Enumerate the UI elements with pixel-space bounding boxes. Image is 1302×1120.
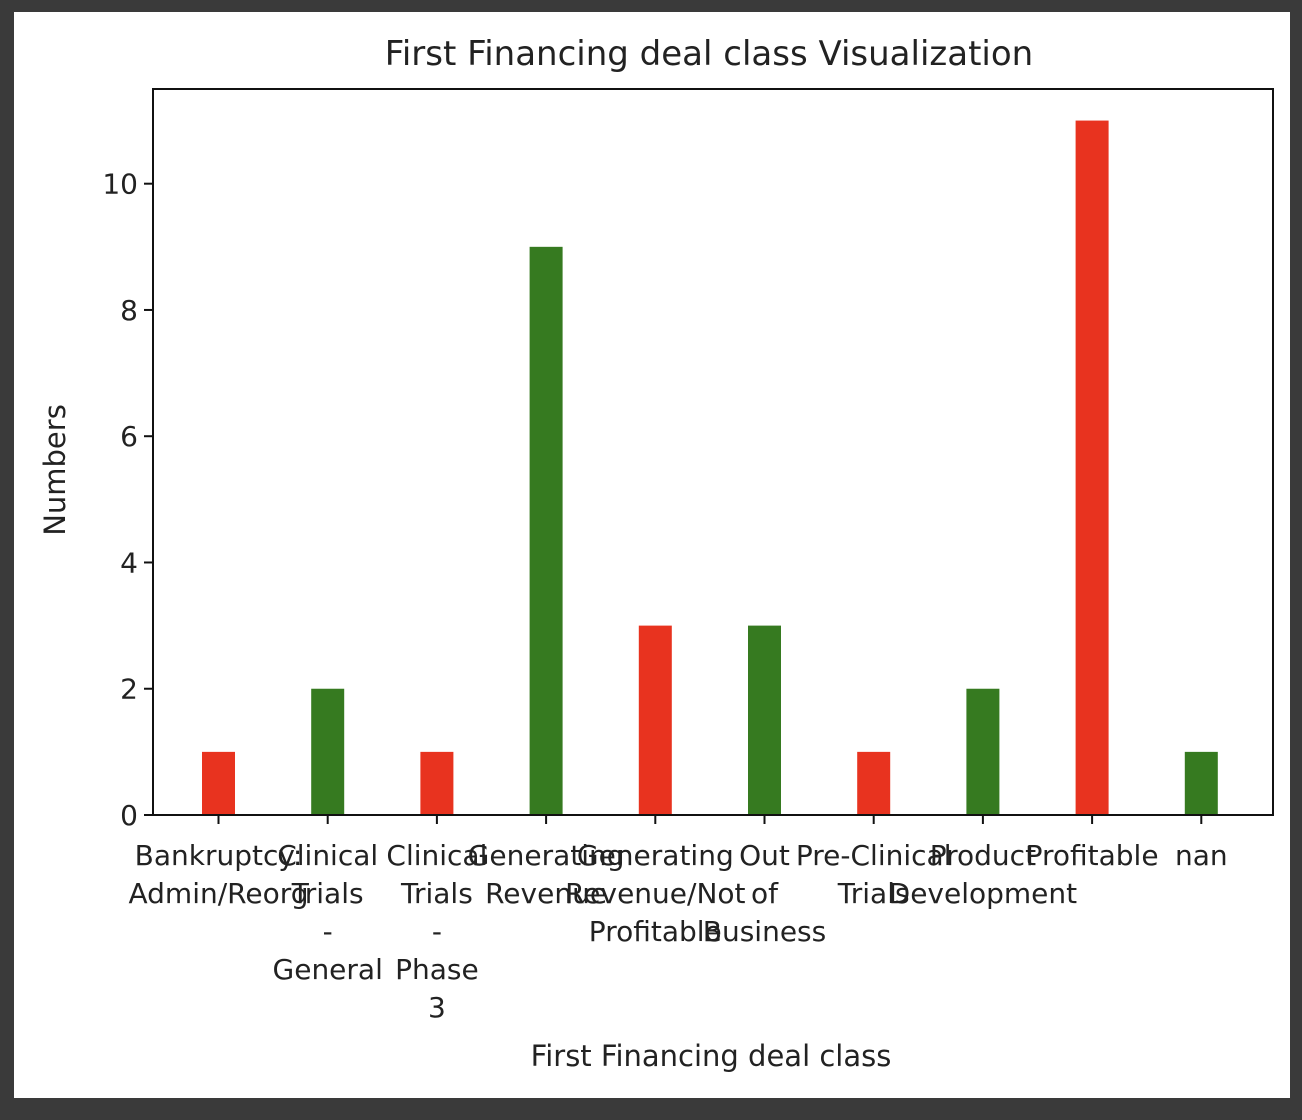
x-tick-label-6: Pre-Clinical Trials <box>796 839 952 910</box>
bar-4 <box>638 625 672 815</box>
x-tick-label-5: Out of Business <box>703 839 826 948</box>
bar-3 <box>529 246 563 816</box>
y-tick-label-3: 6 <box>120 420 138 453</box>
bar-0 <box>202 751 235 815</box>
plot-border <box>152 88 1274 816</box>
bar-7 <box>966 688 1000 815</box>
bar-5 <box>748 625 781 815</box>
y-axis-title: Numbers <box>38 404 72 536</box>
y-tick-label-4: 8 <box>120 294 138 327</box>
x-tick-label-1: Clinical Trials -General <box>273 839 383 986</box>
chart-title: First Financing deal class Visualization <box>385 34 1033 74</box>
bar-8 <box>1075 120 1109 816</box>
x-tick-label-7: Product Development <box>889 839 1078 910</box>
y-tick-label-2: 4 <box>120 546 138 579</box>
x-tick-label-3: Generating Revenue <box>468 839 625 910</box>
x-tick-label-2: Clinical Trials -Phase 3 <box>386 839 487 1024</box>
x-tick-label-8: Profitable <box>1026 839 1159 872</box>
bar-1 <box>311 688 345 815</box>
bar-6 <box>857 751 891 815</box>
bar-9 <box>1184 751 1218 815</box>
y-tick-label-5: 10 <box>102 168 138 201</box>
x-tick-label-0: Bankruptcy: Admin/Reorg <box>128 839 308 910</box>
x-tick-label-9: nan <box>1175 839 1228 872</box>
bar-chart: First Financing deal class Visualization… <box>38 34 1274 1073</box>
x-tick-label-4: Generating Revenue/Not Profitable <box>565 839 745 948</box>
bar-2 <box>420 751 454 815</box>
bars-layer <box>202 120 1218 816</box>
y-axis: 0 2 4 6 8 10 <box>102 168 153 832</box>
y-tick-label-1: 2 <box>120 673 138 706</box>
chart-frame: First Financing deal class Visualization… <box>14 12 1290 1098</box>
x-axis-title: First Financing deal class <box>531 1039 892 1073</box>
y-tick-label-0: 0 <box>120 799 138 832</box>
